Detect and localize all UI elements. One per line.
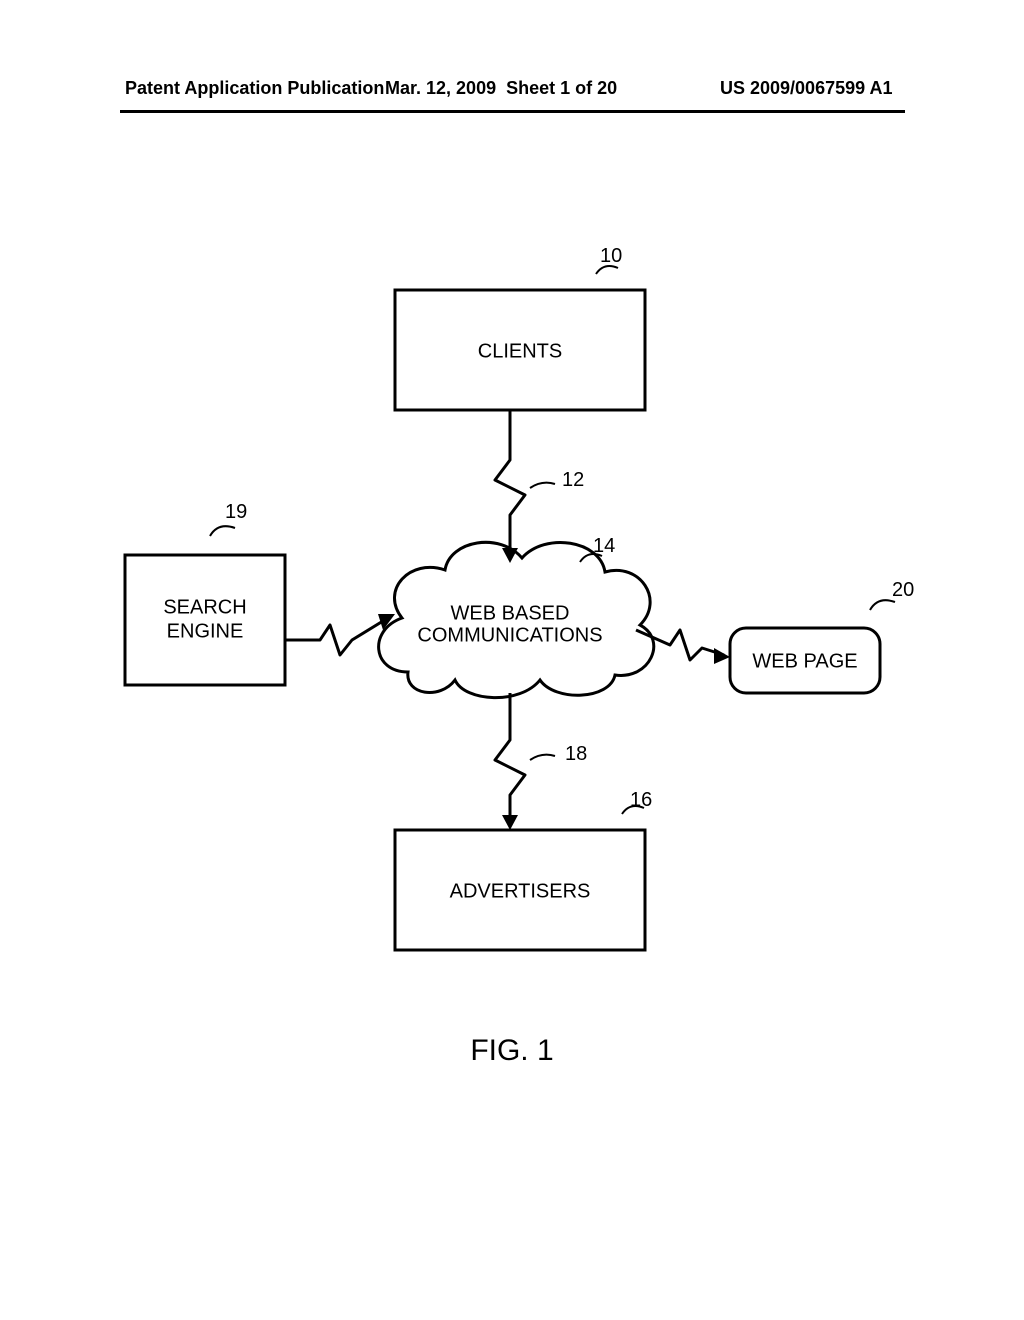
cloud-label-2: COMMUNICATIONS bbox=[417, 624, 602, 646]
ref-18: 18 bbox=[530, 743, 587, 765]
svg-text:18: 18 bbox=[565, 743, 587, 765]
node-advertisers: ADVERTISERS bbox=[395, 830, 645, 950]
advertisers-label: ADVERTISERS bbox=[450, 880, 591, 902]
node-search-engine: SEARCH ENGINE bbox=[125, 555, 285, 685]
ref-20: 20 bbox=[870, 579, 914, 610]
svg-text:16: 16 bbox=[630, 789, 652, 811]
conn-clients-cloud bbox=[495, 410, 525, 563]
ref-19: 19 bbox=[210, 501, 247, 536]
svg-text:10: 10 bbox=[600, 245, 622, 267]
webpage-label: WEB PAGE bbox=[752, 650, 857, 672]
ref-10: 10 bbox=[596, 245, 622, 274]
node-clients: CLIENTS bbox=[395, 290, 645, 410]
clients-label: CLIENTS bbox=[478, 340, 562, 362]
ref-12: 12 bbox=[530, 469, 584, 491]
figure-title: FIG. 1 bbox=[470, 1034, 553, 1067]
svg-text:14: 14 bbox=[593, 535, 615, 557]
search-label-1: SEARCH bbox=[163, 596, 246, 618]
svg-text:12: 12 bbox=[562, 469, 584, 491]
conn-cloud-advertisers bbox=[495, 693, 525, 830]
node-webpage: WEB PAGE bbox=[730, 628, 880, 693]
figure-canvas: CLIENTS 10 SEARCH ENGINE 19 WEB BASED CO… bbox=[0, 0, 1024, 1320]
node-cloud: WEB BASED COMMUNICATIONS bbox=[379, 542, 654, 697]
svg-text:20: 20 bbox=[892, 579, 914, 601]
svg-text:19: 19 bbox=[225, 501, 247, 523]
cloud-label-1: WEB BASED bbox=[451, 602, 570, 624]
ref-16: 16 bbox=[622, 789, 652, 814]
search-label-2: ENGINE bbox=[167, 620, 244, 642]
